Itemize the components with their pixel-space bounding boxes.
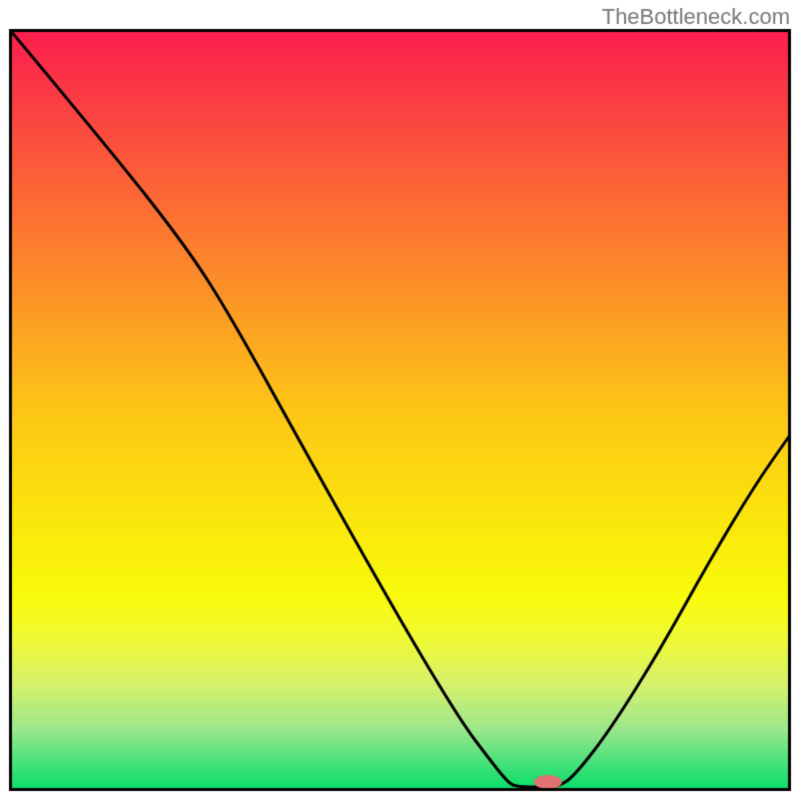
bottleneck-chart <box>0 0 800 800</box>
